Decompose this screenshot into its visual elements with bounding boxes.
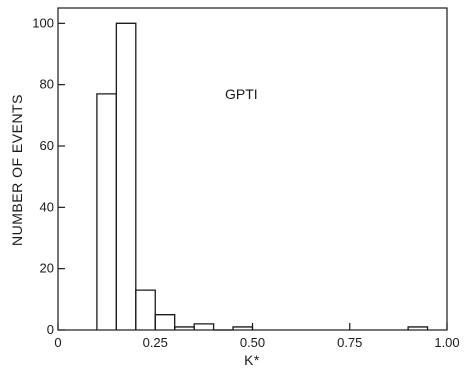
y-tick-label: 80 — [40, 77, 54, 92]
y-tick-label: 20 — [40, 261, 54, 276]
x-tick-label: 1.00 — [434, 335, 459, 350]
histogram-bar — [154, 314, 176, 330]
x-tick-label: 0.75 — [337, 335, 362, 350]
x-tick-label: 0 — [54, 335, 61, 350]
x-tick-label: 0.50 — [240, 335, 265, 350]
histogram-bar — [135, 289, 156, 330]
y-tick-label: 60 — [40, 138, 54, 153]
y-tick-label: 100 — [32, 15, 54, 30]
x-tick-label: 0.25 — [143, 335, 168, 350]
x-axis-title: K* — [244, 352, 260, 368]
histogram-bar — [96, 93, 117, 330]
y-tick-label: 0 — [47, 322, 54, 337]
y-tick-label: 40 — [40, 199, 54, 214]
chart-annotation: GPTI — [225, 86, 258, 102]
histogram-bars — [96, 22, 429, 331]
y-axis-title: NUMBER OF EVENTS — [9, 94, 25, 246]
y-axis-ticks: 0 20 40 60 80 100 — [32, 15, 65, 337]
x-axis-ticks: 0 0.25 0.50 0.75 1.00 — [54, 323, 460, 350]
histogram-bar — [115, 22, 137, 330]
histogram-bar — [193, 323, 215, 330]
histogram-bar — [232, 326, 254, 330]
histogram-bar — [407, 326, 429, 330]
